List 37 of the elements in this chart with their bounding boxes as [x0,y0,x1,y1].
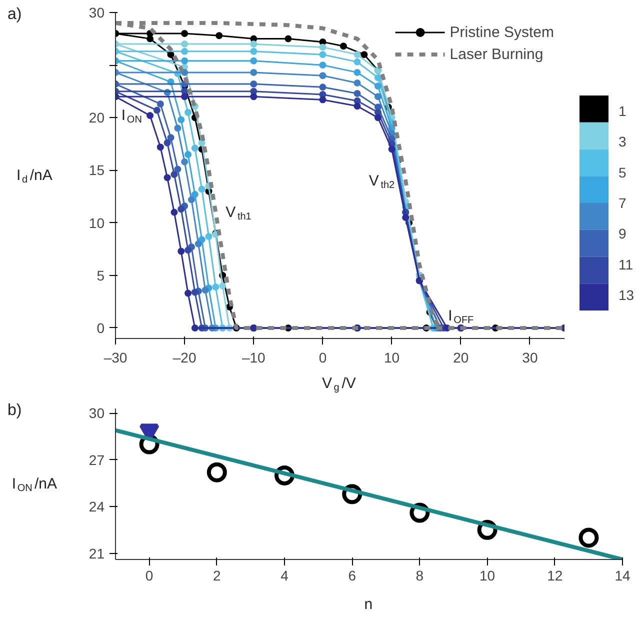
x-axis-title: n [364,596,373,613]
color-bar-label: 5 [618,164,626,180]
y-tick-label: 21 [88,545,105,562]
legend-label: Laser Burning [450,46,544,62]
x-tick-label: 14 [614,568,630,584]
text: b) [8,402,22,419]
legend-label: Pristine System [450,24,554,40]
x-tick-label: 12 [547,568,563,584]
x-tick-label: 8 [416,568,424,584]
x-tick-label: 10 [384,350,400,366]
y-tick-label: 24 [88,498,105,515]
x-tick-label: 20 [453,350,469,366]
y-tick-label: 15 [88,162,105,178]
color-bar-label: 3 [618,134,626,150]
y-tick-label: 0 [96,320,105,336]
x-tick-label: 4 [280,568,289,584]
color-bar-label: 13 [618,287,634,304]
color-bar-label: 1 [618,102,626,119]
x-tick-label: 6 [348,568,356,584]
x-tick-label: 30 [522,350,538,366]
x-tick-label: –20 [172,350,196,366]
y-tick-label: 5 [96,267,105,284]
y-tick-label: 30 [88,405,105,422]
x-tick-label: –30 [104,350,128,366]
y-tick-label: 30 [88,4,105,20]
x-tick-label: 10 [480,568,496,584]
x-tick-label: 2 [213,568,222,584]
y-tick-label: 20 [88,110,105,126]
color-bar-label: 11 [618,256,634,272]
y-tick-label: 27 [88,452,105,468]
y-tick-label: 10 [88,214,105,231]
color-bar-label: 9 [618,226,626,242]
x-tick-label: 0 [145,568,154,584]
x-tick-label: –10 [242,350,266,366]
x-tick-label: 0 [318,350,327,366]
color-bar-label: 7 [618,195,626,211]
text: a) [8,6,22,23]
